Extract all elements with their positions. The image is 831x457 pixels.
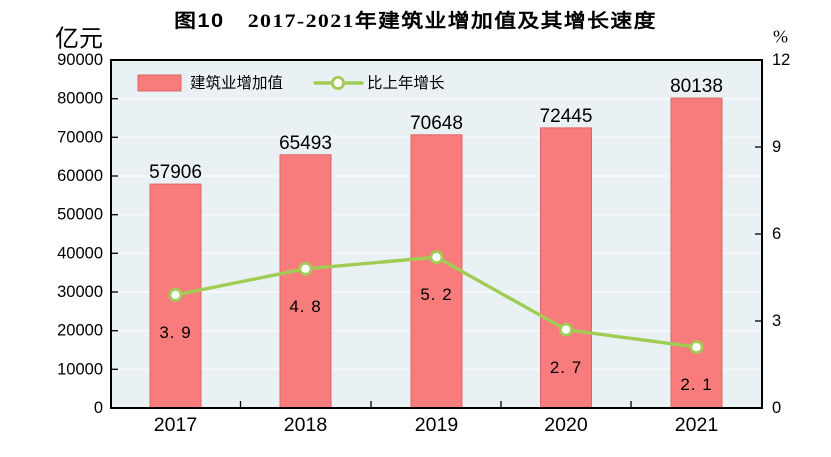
- svg-text:2. 1: 2. 1: [680, 375, 712, 394]
- svg-text:70648: 70648: [410, 113, 463, 134]
- svg-text:3: 3: [772, 312, 781, 330]
- svg-text:2020: 2020: [544, 414, 588, 436]
- svg-text:70000: 70000: [57, 128, 103, 146]
- svg-text:50000: 50000: [57, 206, 103, 224]
- svg-text:2. 7: 2. 7: [550, 358, 582, 377]
- svg-text:比上年增长: 比上年增长: [367, 74, 445, 92]
- svg-text:65493: 65493: [279, 133, 332, 154]
- svg-text:60000: 60000: [57, 167, 103, 185]
- svg-text:80138: 80138: [670, 76, 723, 97]
- svg-text:2017: 2017: [154, 414, 197, 436]
- svg-text:2021: 2021: [675, 414, 718, 436]
- svg-text:12: 12: [772, 51, 790, 69]
- svg-text:建筑业增加值: 建筑业增加值: [190, 74, 283, 92]
- svg-text:10000: 10000: [57, 360, 103, 378]
- svg-text:57906: 57906: [149, 162, 202, 183]
- svg-text:40000: 40000: [57, 244, 103, 262]
- svg-text:2018: 2018: [284, 414, 327, 436]
- svg-text:0: 0: [772, 399, 781, 417]
- svg-text:9: 9: [772, 138, 781, 156]
- svg-text:2019: 2019: [415, 414, 458, 436]
- svg-text:6: 6: [772, 225, 781, 243]
- svg-text:0: 0: [94, 399, 103, 417]
- svg-text:4. 8: 4. 8: [289, 297, 321, 316]
- svg-text:3. 9: 3. 9: [159, 323, 191, 342]
- svg-text:80000: 80000: [57, 90, 103, 108]
- svg-text:72445: 72445: [540, 106, 593, 127]
- svg-text:30000: 30000: [57, 283, 103, 301]
- svg-text:5. 2: 5. 2: [420, 285, 452, 304]
- svg-text:20000: 20000: [57, 322, 103, 340]
